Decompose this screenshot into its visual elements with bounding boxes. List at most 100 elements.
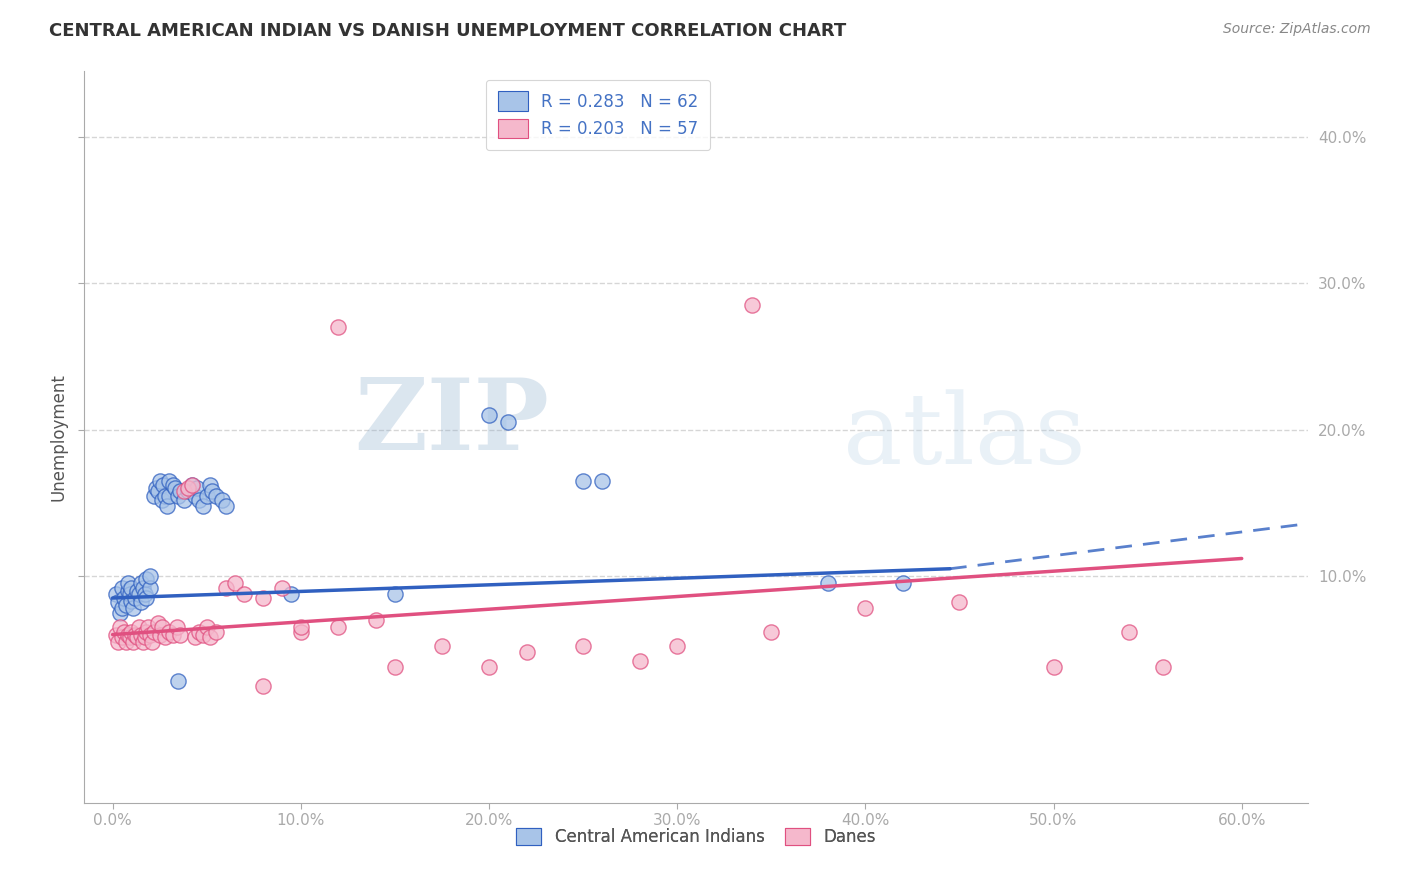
Point: [173, 484, 195, 499]
Legend: Central American Indians, Danes: Central American Indians, Danes: [510, 822, 882, 853]
Point: [214, 581, 236, 595]
Point: [141, 635, 163, 649]
Point: [205, 489, 228, 503]
Point: [184, 631, 207, 645]
Point: [157, 489, 180, 503]
Point: [761, 624, 783, 639]
Point: [135, 572, 157, 586]
Point: [129, 595, 152, 609]
Point: [155, 489, 177, 503]
Point: [111, 631, 134, 645]
Point: [138, 620, 160, 634]
Point: [496, 416, 519, 430]
Point: [1042, 659, 1064, 673]
Point: [149, 474, 172, 488]
Point: [143, 489, 166, 503]
Point: [167, 489, 190, 503]
Point: [157, 624, 180, 639]
Text: Source: ZipAtlas.com: Source: ZipAtlas.com: [1223, 22, 1371, 37]
Point: [478, 659, 501, 673]
Point: [157, 474, 180, 488]
Point: [516, 645, 538, 659]
Point: [1118, 624, 1140, 639]
Point: [117, 627, 139, 641]
Point: [108, 620, 131, 634]
Point: [572, 474, 595, 488]
Point: [169, 627, 191, 641]
Point: [173, 493, 195, 508]
Point: [195, 489, 218, 503]
Point: [591, 474, 613, 488]
Point: [105, 627, 128, 641]
Point: [134, 631, 156, 645]
Point: [150, 620, 173, 634]
Point: [853, 601, 876, 615]
Text: atlas: atlas: [842, 389, 1085, 485]
Point: [211, 493, 233, 508]
Point: [200, 478, 222, 492]
Point: [177, 484, 200, 499]
Point: [188, 624, 211, 639]
Point: [129, 627, 152, 641]
Point: [125, 631, 148, 645]
Point: [149, 627, 172, 641]
Point: [124, 591, 146, 605]
Point: [205, 624, 228, 639]
Point: [155, 631, 177, 645]
Point: [214, 499, 236, 513]
Point: [114, 635, 136, 649]
Point: [741, 298, 763, 312]
Point: [233, 586, 256, 600]
Point: [184, 489, 207, 503]
Point: [118, 631, 141, 645]
Point: [572, 640, 595, 654]
Point: [134, 586, 156, 600]
Point: [111, 581, 134, 595]
Point: [328, 320, 350, 334]
Y-axis label: Unemployment: Unemployment: [49, 373, 67, 501]
Point: [166, 620, 188, 634]
Point: [162, 478, 184, 492]
Point: [195, 620, 218, 634]
Point: [180, 478, 202, 492]
Point: [252, 591, 274, 605]
Point: [131, 581, 153, 595]
Text: CENTRAL AMERICAN INDIAN VS DANISH UNEMPLOYMENT CORRELATION CHART: CENTRAL AMERICAN INDIAN VS DANISH UNEMPL…: [49, 22, 846, 40]
Text: ZIP: ZIP: [354, 374, 550, 471]
Point: [139, 581, 162, 595]
Point: [139, 569, 162, 583]
Point: [120, 594, 142, 608]
Point: [891, 576, 914, 591]
Point: [112, 624, 135, 639]
Point: [131, 635, 153, 649]
Point: [328, 620, 350, 634]
Point: [105, 586, 128, 600]
Point: [948, 595, 970, 609]
Point: [120, 624, 142, 639]
Point: [478, 408, 501, 422]
Point: [280, 586, 302, 600]
Point: [135, 624, 157, 639]
Point: [384, 659, 406, 673]
Point: [628, 654, 651, 668]
Point: [224, 576, 246, 591]
Point: [177, 481, 200, 495]
Point: [430, 640, 453, 654]
Point: [111, 601, 134, 615]
Point: [200, 631, 222, 645]
Point: [143, 624, 166, 639]
Point: [384, 586, 406, 600]
Point: [107, 595, 129, 609]
Point: [180, 478, 202, 492]
Point: [201, 484, 224, 499]
Point: [252, 679, 274, 693]
Point: [271, 581, 294, 595]
Point: [169, 484, 191, 499]
Point: [139, 627, 162, 641]
Point: [191, 499, 214, 513]
Point: [290, 620, 312, 634]
Point: [122, 601, 145, 615]
Point: [112, 591, 135, 605]
Point: [108, 606, 131, 620]
Point: [817, 576, 839, 591]
